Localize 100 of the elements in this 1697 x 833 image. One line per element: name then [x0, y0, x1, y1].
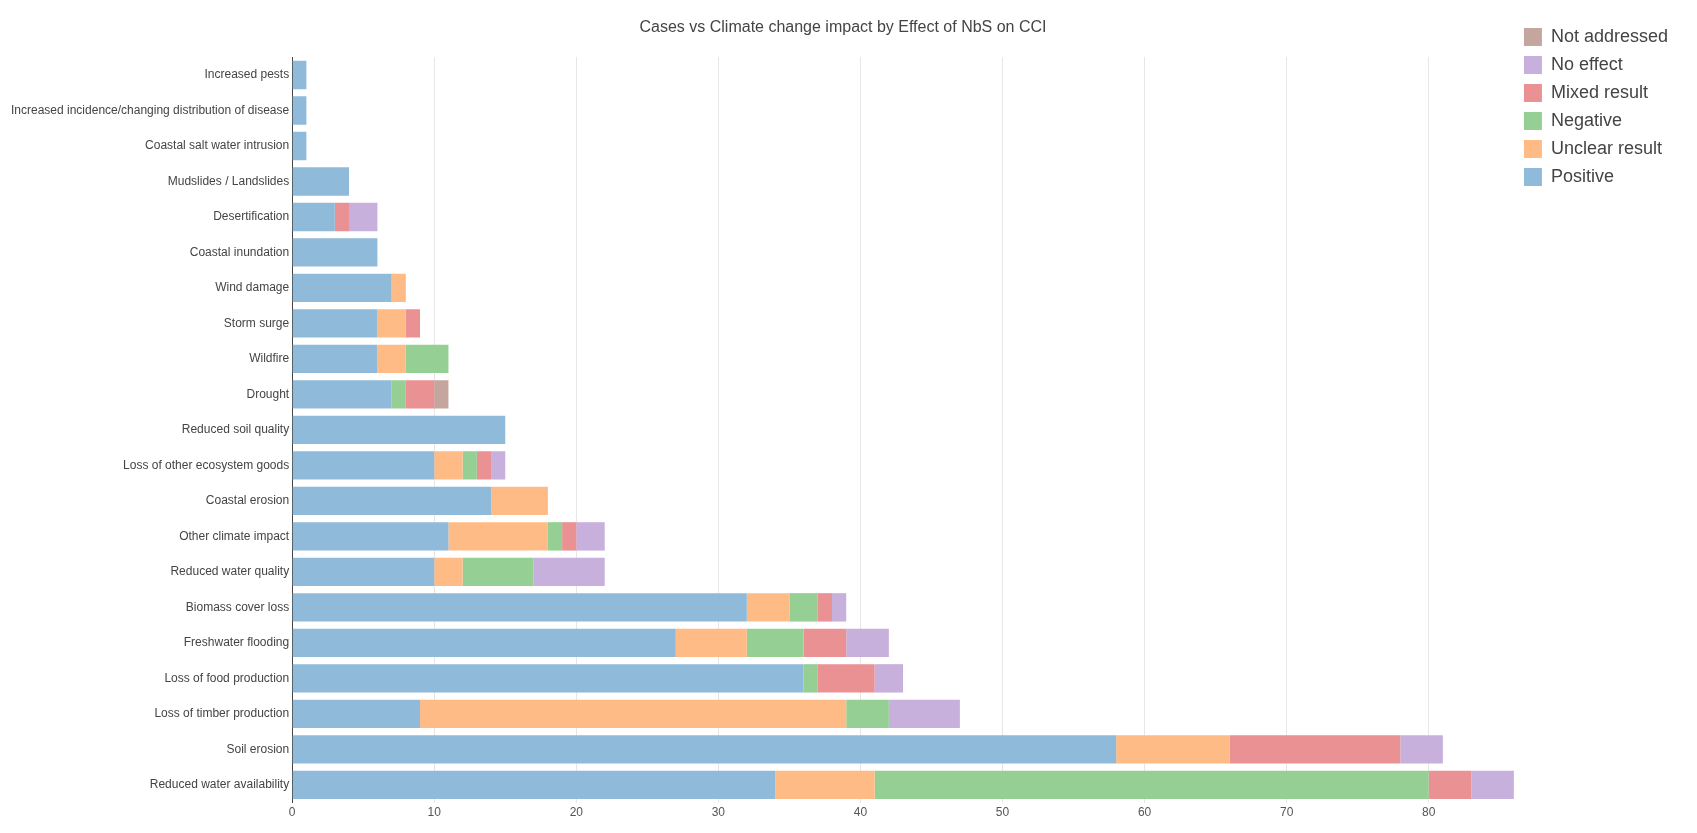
bar — [405, 344, 449, 374]
y-tick-label: Other climate impact — [179, 528, 290, 543]
bar — [434, 380, 449, 409]
bar — [746, 593, 790, 622]
bar — [292, 664, 804, 693]
x-tick-label: 60 — [1137, 805, 1152, 820]
bar — [292, 131, 307, 161]
bar — [462, 557, 534, 587]
bar — [292, 202, 335, 232]
chart-title: Cases vs Climate change impact by Effect of NbS on CCI — [639, 18, 1047, 36]
x-tick-label: 20 — [569, 805, 584, 820]
bar — [1400, 735, 1443, 764]
bar — [405, 309, 421, 338]
bar — [533, 557, 605, 587]
bar — [405, 380, 435, 409]
x-tick-label: 50 — [995, 805, 1010, 820]
bar — [789, 593, 818, 622]
y-tick-label: Coastal inundation — [189, 244, 290, 259]
bar — [817, 664, 875, 693]
bar — [1428, 770, 1472, 800]
legend-label: Positive — [1550, 165, 1614, 186]
bar — [434, 451, 463, 480]
bar — [817, 593, 833, 622]
bar — [803, 664, 818, 693]
y-tick-label: Coastal erosion — [205, 493, 290, 508]
bar — [292, 380, 392, 409]
bar — [874, 770, 1429, 800]
x-tick-label: 80 — [1422, 805, 1436, 820]
y-tick-label: Storm surge — [223, 315, 290, 330]
bar — [491, 486, 548, 516]
legend-label: Mixed result — [1550, 81, 1648, 102]
x-tick-label: 70 — [1279, 805, 1294, 820]
bar — [1116, 735, 1230, 764]
y-tick-label: Reduced soil quality — [181, 422, 290, 437]
bar — [292, 415, 506, 445]
y-tick-label: Desertification — [213, 209, 290, 224]
bar — [292, 96, 307, 125]
bar — [292, 309, 378, 338]
legend-label: Not addressed — [1550, 25, 1669, 46]
bar — [434, 557, 463, 587]
bar — [476, 451, 492, 480]
bar — [334, 202, 350, 232]
bar — [491, 451, 506, 480]
bar — [448, 522, 548, 551]
bar — [377, 309, 406, 338]
y-tick-label: Reduced water quality — [170, 564, 290, 579]
y-tick-label: Drought — [246, 386, 290, 401]
x-tick-label: 30 — [711, 805, 726, 820]
y-tick-label: Increased pests — [204, 67, 290, 82]
legend-label: Negative — [1550, 109, 1622, 130]
bar — [1229, 735, 1401, 764]
bar — [1471, 770, 1514, 800]
x-tick-label: 10 — [427, 805, 442, 820]
y-tick-label: Wildfire — [249, 351, 290, 366]
bar — [292, 167, 350, 196]
bar — [292, 557, 435, 587]
y-tick-label: Loss of food production — [164, 670, 290, 685]
bar — [775, 770, 875, 800]
bar — [888, 699, 960, 729]
y-tick-label: Mudslides / Landslides — [167, 173, 290, 188]
bar — [562, 522, 577, 551]
bar — [292, 60, 307, 90]
bar — [292, 770, 776, 800]
bar — [832, 593, 847, 622]
y-tick-label: Reduced water availability — [149, 777, 290, 792]
y-tick-label: Loss of other ecosystem goods — [123, 457, 290, 472]
x-tick-label: 0 — [288, 805, 296, 820]
bar — [349, 202, 378, 232]
y-tick-label: Wind damage — [215, 280, 290, 295]
y-tick-label: Coastal salt water intrusion — [145, 138, 290, 153]
bar — [377, 344, 406, 374]
bar — [292, 593, 747, 622]
y-tick-label: Biomass cover loss — [185, 599, 290, 614]
bar — [292, 735, 1117, 764]
bar — [292, 628, 676, 658]
bar — [803, 628, 847, 658]
bar — [462, 451, 477, 480]
bar — [675, 628, 747, 658]
bar — [874, 664, 904, 693]
x-tick-label: 40 — [853, 805, 868, 820]
y-tick-label: Soil erosion — [226, 741, 290, 756]
legend-label: No effect — [1550, 53, 1623, 74]
bar — [292, 522, 449, 551]
bar — [292, 344, 378, 374]
bar — [846, 699, 889, 729]
bar — [547, 522, 563, 551]
bar — [746, 628, 804, 658]
bar — [292, 273, 392, 303]
bar — [391, 380, 406, 409]
bar — [576, 522, 605, 551]
bar — [391, 273, 406, 303]
bar — [846, 628, 889, 658]
y-tick-label: Freshwater flooding — [183, 635, 290, 650]
bar — [420, 699, 847, 729]
bar — [292, 486, 492, 516]
y-tick-label: Loss of timber production — [154, 706, 290, 721]
bar — [292, 238, 378, 267]
legend-label: Unclear result — [1550, 137, 1662, 158]
bar — [292, 699, 421, 729]
y-tick-label: Increased incidence/changing distribution of disease — [10, 102, 290, 117]
